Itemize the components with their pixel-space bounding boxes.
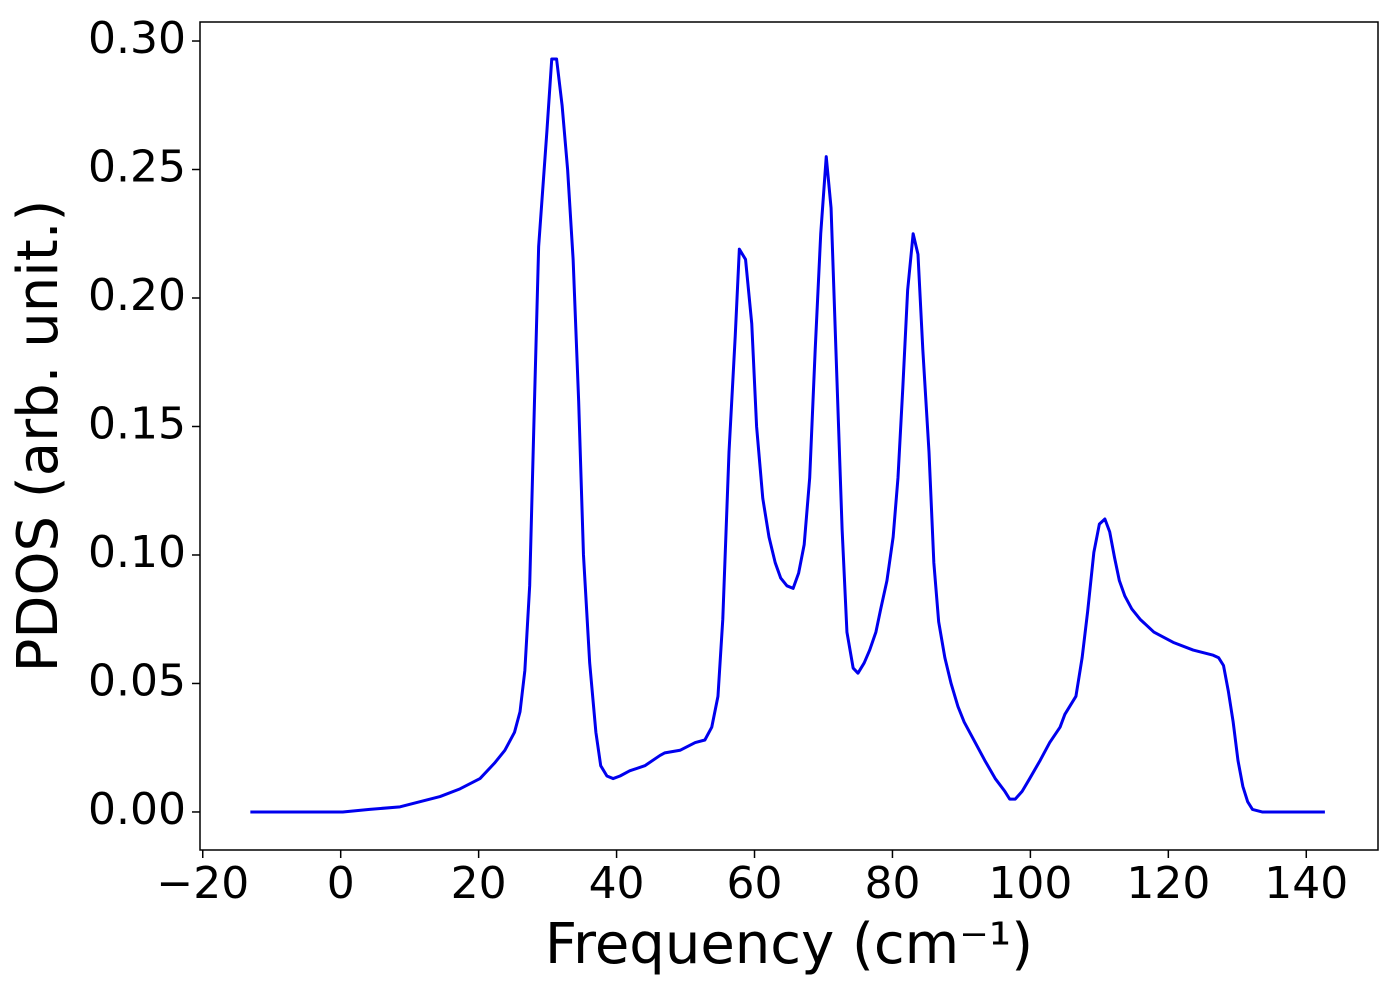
y-axis-label: PDOS (arb. unit.) (6, 200, 71, 673)
y-tick-label: 0.10 (88, 527, 186, 578)
x-tick-label: 60 (727, 858, 783, 909)
y-tick-label: 0.25 (88, 142, 186, 193)
x-tick-label: 40 (589, 858, 645, 909)
x-tick-label: 20 (451, 858, 507, 909)
x-tick-label: 120 (1126, 858, 1210, 909)
x-tick-label: −20 (156, 858, 249, 909)
y-tick-label: 0.00 (88, 784, 186, 835)
x-tick-label: 80 (864, 858, 920, 909)
y-tick-label: 0.05 (88, 655, 186, 706)
plot-frame (199, 21, 1379, 851)
y-tick-label: 0.15 (88, 398, 186, 449)
x-tick-label: 100 (988, 858, 1072, 909)
x-axis-label: Frequency (cm⁻¹) (545, 912, 1033, 977)
y-tick-label: 0.30 (88, 13, 186, 64)
x-tick-label: 140 (1264, 858, 1348, 909)
x-tick-label: 0 (327, 858, 355, 909)
y-tick-label: 0.20 (88, 270, 186, 321)
data-line (250, 57, 1325, 814)
